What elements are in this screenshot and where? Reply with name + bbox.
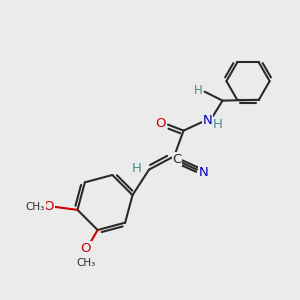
- Text: CH₃: CH₃: [76, 258, 95, 268]
- Text: O: O: [44, 200, 54, 213]
- Text: N: N: [203, 114, 212, 127]
- Text: H: H: [131, 162, 141, 175]
- Text: O: O: [155, 117, 165, 130]
- Text: N: N: [199, 166, 208, 179]
- Text: C: C: [172, 153, 182, 166]
- Text: H: H: [194, 84, 202, 97]
- Text: O: O: [80, 242, 91, 254]
- Text: H: H: [212, 118, 222, 131]
- Text: CH₃: CH₃: [26, 202, 45, 212]
